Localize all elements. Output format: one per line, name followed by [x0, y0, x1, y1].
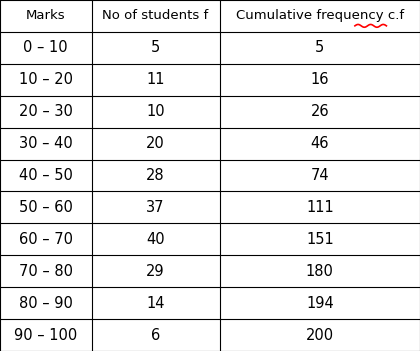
Text: 10: 10: [146, 104, 165, 119]
Text: 5: 5: [151, 40, 160, 55]
Text: No of students f: No of students f: [102, 9, 209, 22]
Text: 20: 20: [146, 136, 165, 151]
Text: 6: 6: [151, 327, 160, 343]
Text: 10 – 20: 10 – 20: [19, 72, 73, 87]
Text: 151: 151: [306, 232, 334, 247]
Text: 111: 111: [306, 200, 334, 215]
Text: 46: 46: [310, 136, 329, 151]
Text: 14: 14: [146, 296, 165, 311]
Text: 90 – 100: 90 – 100: [14, 327, 77, 343]
Text: 200: 200: [306, 327, 334, 343]
Text: 194: 194: [306, 296, 334, 311]
Text: Marks: Marks: [26, 9, 66, 22]
Text: 70 – 80: 70 – 80: [19, 264, 73, 279]
Text: 74: 74: [310, 168, 329, 183]
Text: 80 – 90: 80 – 90: [19, 296, 73, 311]
Text: 26: 26: [310, 104, 329, 119]
Text: 30 – 40: 30 – 40: [19, 136, 73, 151]
Text: 11: 11: [146, 72, 165, 87]
Text: 28: 28: [146, 168, 165, 183]
Text: 5: 5: [315, 40, 325, 55]
Text: 20 – 30: 20 – 30: [19, 104, 73, 119]
Text: Cumulative frequency c.f: Cumulative frequency c.f: [236, 9, 404, 22]
Text: 40 – 50: 40 – 50: [19, 168, 73, 183]
Text: 50 – 60: 50 – 60: [19, 200, 73, 215]
Text: 0 – 10: 0 – 10: [24, 40, 68, 55]
Text: 29: 29: [146, 264, 165, 279]
Text: 16: 16: [310, 72, 329, 87]
Text: 180: 180: [306, 264, 334, 279]
Text: 40: 40: [146, 232, 165, 247]
Text: 37: 37: [146, 200, 165, 215]
Text: 60 – 70: 60 – 70: [19, 232, 73, 247]
